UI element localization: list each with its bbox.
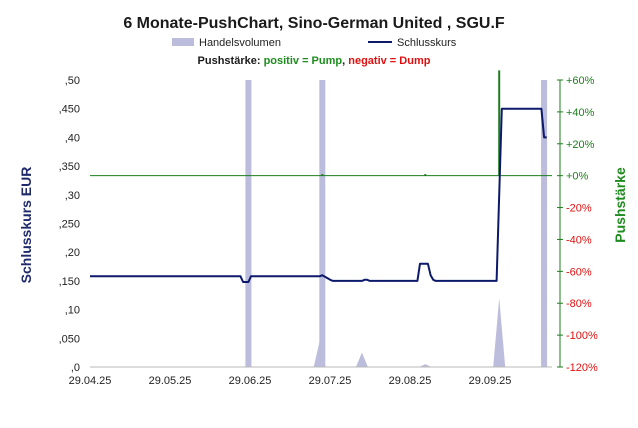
y-tick-label: ,20	[65, 247, 80, 259]
y2-tick-label: -60%	[566, 266, 592, 278]
x-tick-label: 29.04.25	[69, 375, 112, 387]
push-legend-negative: negativ = Dump	[348, 55, 430, 67]
y-tick-label: ,40	[65, 132, 80, 144]
close-layer	[90, 107, 547, 283]
y2-tick-label: -120%	[566, 362, 598, 374]
volume-peak	[313, 341, 326, 367]
legend-volume-label: Handelsvolumen	[199, 37, 281, 49]
push-layer	[321, 70, 501, 176]
x-tick-label: 29.08.25	[389, 375, 432, 387]
legend-close-label: Schlusskurs	[397, 37, 457, 49]
chart-title: 6 Monate-PushChart, Sino-German United ,…	[123, 15, 505, 32]
y-tick-label: ,30	[65, 190, 80, 202]
y-tick-label: ,10	[65, 305, 80, 317]
push-legend-positive: positiv = Pump	[264, 55, 343, 67]
y2-tick-label: -80%	[566, 298, 592, 310]
push-legend-prefix: Pushstärke:	[198, 55, 264, 67]
y2-tick-label: +40%	[566, 107, 595, 119]
y-axis-title: Schlusskurs EUR	[18, 167, 34, 284]
y2-ticks: +60% +40% +20% +0% -20% -40% -60% -80% -100% -120…	[557, 75, 598, 374]
y2-tick-label: +60%	[566, 75, 595, 87]
push-legend: Pushstärke: positiv = Pump, negativ = Du…	[198, 55, 431, 67]
x-tick-label: 29.06.25	[229, 375, 272, 387]
volume-bar	[245, 80, 252, 367]
volume-peak	[493, 298, 506, 367]
x-tick-label: 29.05.25	[149, 375, 192, 387]
volume-layer	[245, 80, 548, 367]
volume-peak	[419, 364, 432, 367]
y2-tick-label: +0%	[566, 171, 589, 183]
y2-tick-label: -40%	[566, 234, 592, 246]
y-tick-label: ,150	[59, 276, 80, 288]
x-tick-label: 29.09.25	[469, 375, 512, 387]
y2-tick-label: +20%	[566, 139, 595, 151]
y-tick-label: ,350	[59, 161, 80, 173]
legend-volume-swatch	[172, 38, 194, 46]
y2-tick-label: -20%	[566, 203, 592, 215]
y-tick-label: ,0	[71, 362, 80, 374]
y-tick-label: ,250	[59, 219, 80, 231]
y-tick-label: ,50	[65, 75, 80, 87]
close-price-line	[90, 107, 547, 283]
x-ticks: 29.04.25 29.05.25 29.06.25 29.07.25 29.08.25…	[69, 375, 512, 387]
volume-bar	[541, 80, 548, 367]
y-tick-label: ,050	[59, 333, 80, 345]
y2-axis-title: Pushstärke	[612, 167, 628, 243]
y-tick-label: ,450	[59, 104, 80, 116]
x-tick-label: 29.07.25	[309, 375, 352, 387]
y2-tick-label: -100%	[566, 330, 598, 342]
y-ticks: ,0 ,050 ,10 ,150 ,20 ,250 ,30 ,350 ,40 ,450 ,50	[59, 75, 80, 374]
volume-bar	[319, 80, 326, 367]
push-legend-separator: ,	[342, 55, 348, 67]
volume-peak	[355, 352, 368, 367]
